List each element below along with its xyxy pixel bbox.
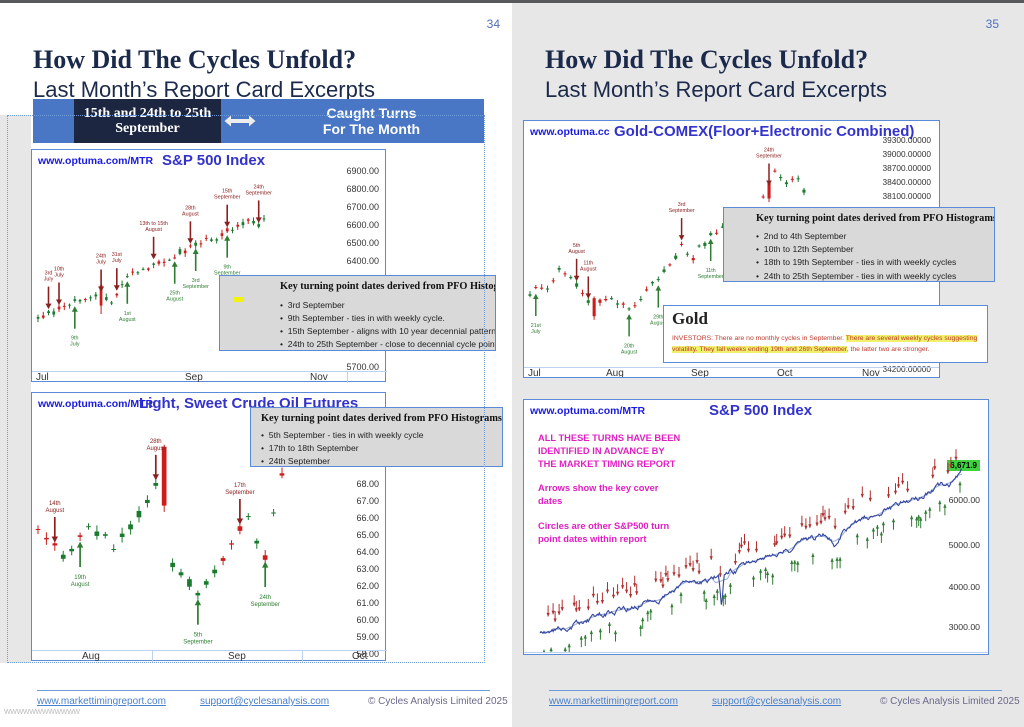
- svg-text:August: August: [568, 249, 585, 255]
- svg-text:August: August: [145, 227, 162, 233]
- svg-text:July: July: [70, 342, 80, 348]
- svg-text:August: August: [621, 349, 638, 355]
- svg-text:September: September: [251, 602, 280, 608]
- svg-text:July: July: [44, 277, 54, 283]
- svg-text:August: August: [182, 211, 199, 217]
- svg-text:17th: 17th: [234, 483, 246, 489]
- svg-text:August: August: [71, 582, 90, 588]
- svg-text:September: September: [756, 154, 782, 160]
- svg-text:August: August: [580, 266, 597, 272]
- svg-text:September: September: [669, 208, 695, 214]
- svg-text:5th: 5th: [194, 633, 202, 639]
- svg-text:September: September: [225, 490, 254, 496]
- svg-text:September: September: [214, 195, 241, 201]
- svg-text:19th: 19th: [74, 575, 86, 581]
- svg-text:July: July: [54, 273, 64, 279]
- svg-text:24th: 24th: [259, 595, 271, 601]
- svg-text:August: August: [146, 446, 165, 452]
- svg-text:August: August: [45, 508, 64, 514]
- svg-text:September: September: [183, 640, 212, 646]
- svg-text:July: July: [531, 329, 541, 335]
- svg-text:14th: 14th: [49, 501, 61, 507]
- svg-text:July: July: [112, 258, 122, 264]
- svg-text:July: July: [96, 260, 106, 266]
- svg-text:28th: 28th: [150, 439, 162, 445]
- svg-text:August: August: [166, 297, 183, 303]
- svg-text:September: September: [698, 274, 724, 280]
- svg-text:August: August: [119, 317, 136, 323]
- svg-text:September: September: [183, 284, 210, 290]
- svg-text:September: September: [246, 190, 273, 196]
